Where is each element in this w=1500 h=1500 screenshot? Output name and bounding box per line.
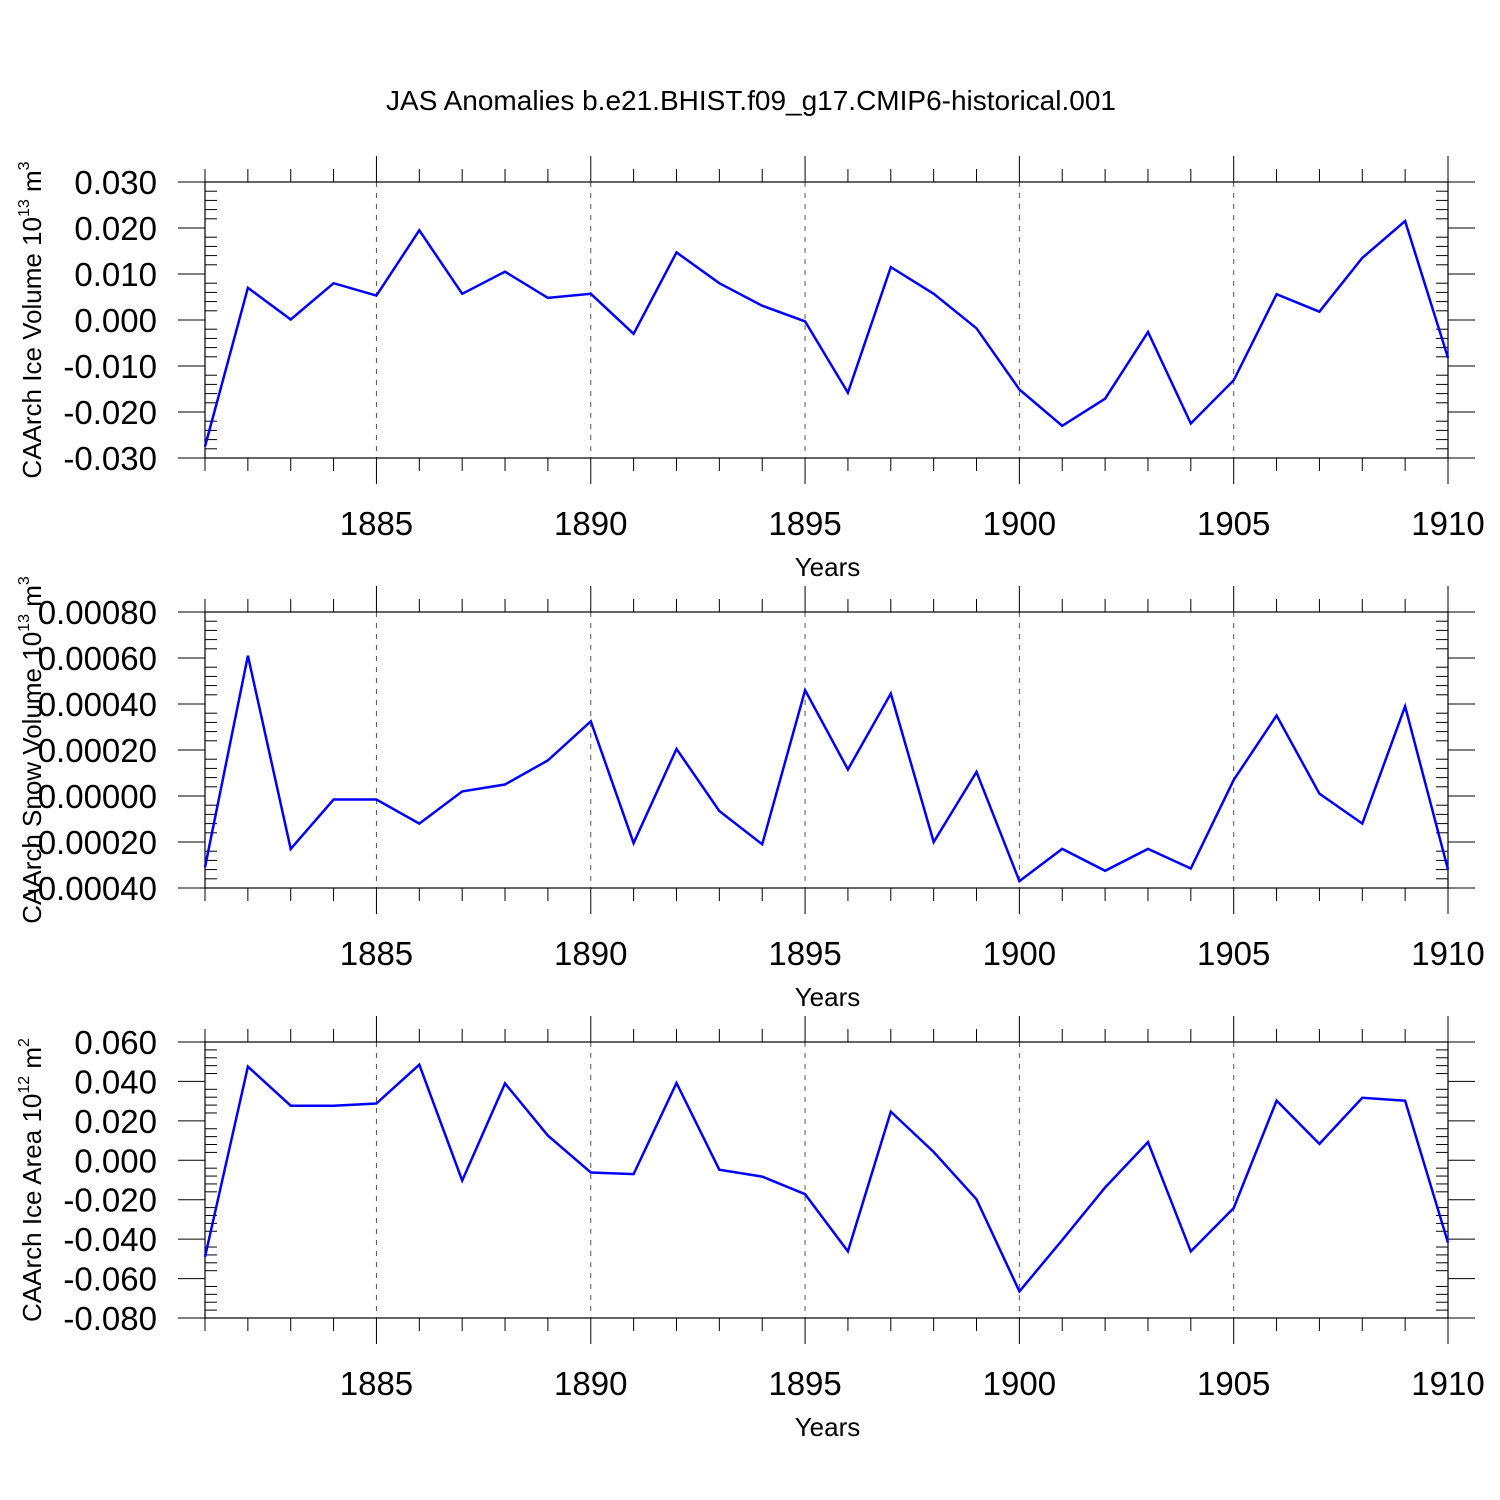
y-tick-label: 0.000: [74, 1142, 157, 1179]
x-tick-label: 1905: [1197, 1365, 1270, 1402]
y-axis-label-superscript: 12: [16, 1076, 33, 1094]
y-tick-label: 0.00060: [38, 640, 157, 677]
x-tick-label: 1885: [340, 505, 413, 542]
y-axis-label-text: CAArch Ice Volume 10: [17, 217, 47, 479]
panel-2: 1885 1890 1895 1900 1905 1910 -0.00040 -0.00020…: [16, 576, 1485, 1012]
y-tick-label: 0.00080: [38, 594, 157, 631]
x-tick-label: 1885: [340, 935, 413, 972]
panel-3: 1885 1890 1895 1900 1905 1910-0.080-0.060-0.0…: [16, 1016, 1485, 1442]
series-line: [203, 218, 1450, 447]
series-line: [203, 1062, 1450, 1294]
y-axis-label-text: m: [17, 170, 47, 199]
y-tick-label: -0.030: [63, 440, 157, 477]
y-tick-label: -0.080: [63, 1300, 157, 1337]
x-tick-label: 1910: [1411, 935, 1484, 972]
y-axis-label-superscript: 3: [16, 161, 33, 170]
series-line: [203, 655, 1450, 884]
y-axis-label-superscript: 13: [16, 614, 33, 632]
x-tick-label: 1895: [768, 935, 841, 972]
x-tick-label: 1885: [340, 1365, 413, 1402]
y-tick-label: -0.020: [63, 1182, 157, 1219]
y-tick-label: 0.060: [74, 1024, 157, 1061]
x-tick-label: 1895: [768, 505, 841, 542]
y-tick-label: 0.020: [74, 1103, 157, 1140]
y-axis-label-superscript: 3: [16, 576, 33, 585]
plot-frame: [204, 611, 1449, 889]
x-tick-label: 1890: [554, 1365, 627, 1402]
y-tick-label: 0.00000: [38, 778, 157, 815]
x-tick-label: 1895: [768, 1365, 841, 1402]
x-axis-label: Years: [795, 1412, 861, 1442]
panels: 1885 1890 1895 1900 1905 1910-0.030-0.020-0.0…: [16, 156, 1485, 1442]
x-tick-label: 1890: [554, 505, 627, 542]
y-axis-label: CAArch Ice Volume 1013 m3: [16, 161, 47, 478]
y-axis-label-superscript: 2: [16, 1038, 33, 1047]
x-tick-label: 1900: [983, 935, 1056, 972]
y-tick-label: 0.000: [74, 302, 157, 339]
x-tick-label: 1905: [1197, 505, 1270, 542]
y-tick-label: 0.020: [74, 210, 157, 247]
y-tick-label: 0.010: [74, 256, 157, 293]
y-tick-label: 0.00020: [38, 732, 157, 769]
y-tick-label: -0.00040: [27, 870, 157, 907]
chart-title: JAS Anomalies b.e21.BHIST.f09_g17.CMIP6-…: [386, 85, 1116, 116]
x-tick-label: 1900: [983, 1365, 1056, 1402]
y-axis-label-superscript: 13: [16, 199, 33, 217]
y-tick-label: 0.00040: [38, 686, 157, 723]
y-tick-label: -0.010: [63, 348, 157, 385]
y-tick-label: -0.020: [63, 394, 157, 431]
x-axis-label: Years: [795, 552, 861, 582]
y-axis-label-text: m: [17, 585, 47, 614]
y-axis-label: CAArch Ice Area 1012 m2: [16, 1038, 47, 1322]
plot-frame: [204, 181, 1449, 459]
y-tick-label: 0.030: [74, 164, 157, 201]
plot-frame: [204, 1041, 1449, 1319]
y-axis-label: CAArch Snow Volume 1013 m3: [16, 576, 47, 924]
y-tick-label: -0.040: [63, 1221, 157, 1258]
x-tick-label: 1905: [1197, 935, 1270, 972]
x-tick-label: 1910: [1411, 505, 1484, 542]
x-tick-label: 1910: [1411, 1365, 1484, 1402]
y-axis-label-text: CAArch Ice Area 10: [17, 1094, 47, 1322]
x-axis-label: Years: [795, 982, 861, 1012]
y-axis-label-text: CAArch Snow Volume 10: [17, 632, 47, 924]
x-tick-label: 1890: [554, 935, 627, 972]
y-tick-label: 0.040: [74, 1063, 157, 1100]
y-tick-label: -0.00020: [27, 824, 157, 861]
y-axis-label-text: m: [17, 1047, 47, 1076]
y-tick-label: -0.060: [63, 1261, 157, 1298]
panel-1: 1885 1890 1895 1900 1905 1910 -0.030 -0.020 -0.0…: [16, 156, 1485, 582]
x-tick-label: 1900: [983, 505, 1056, 542]
